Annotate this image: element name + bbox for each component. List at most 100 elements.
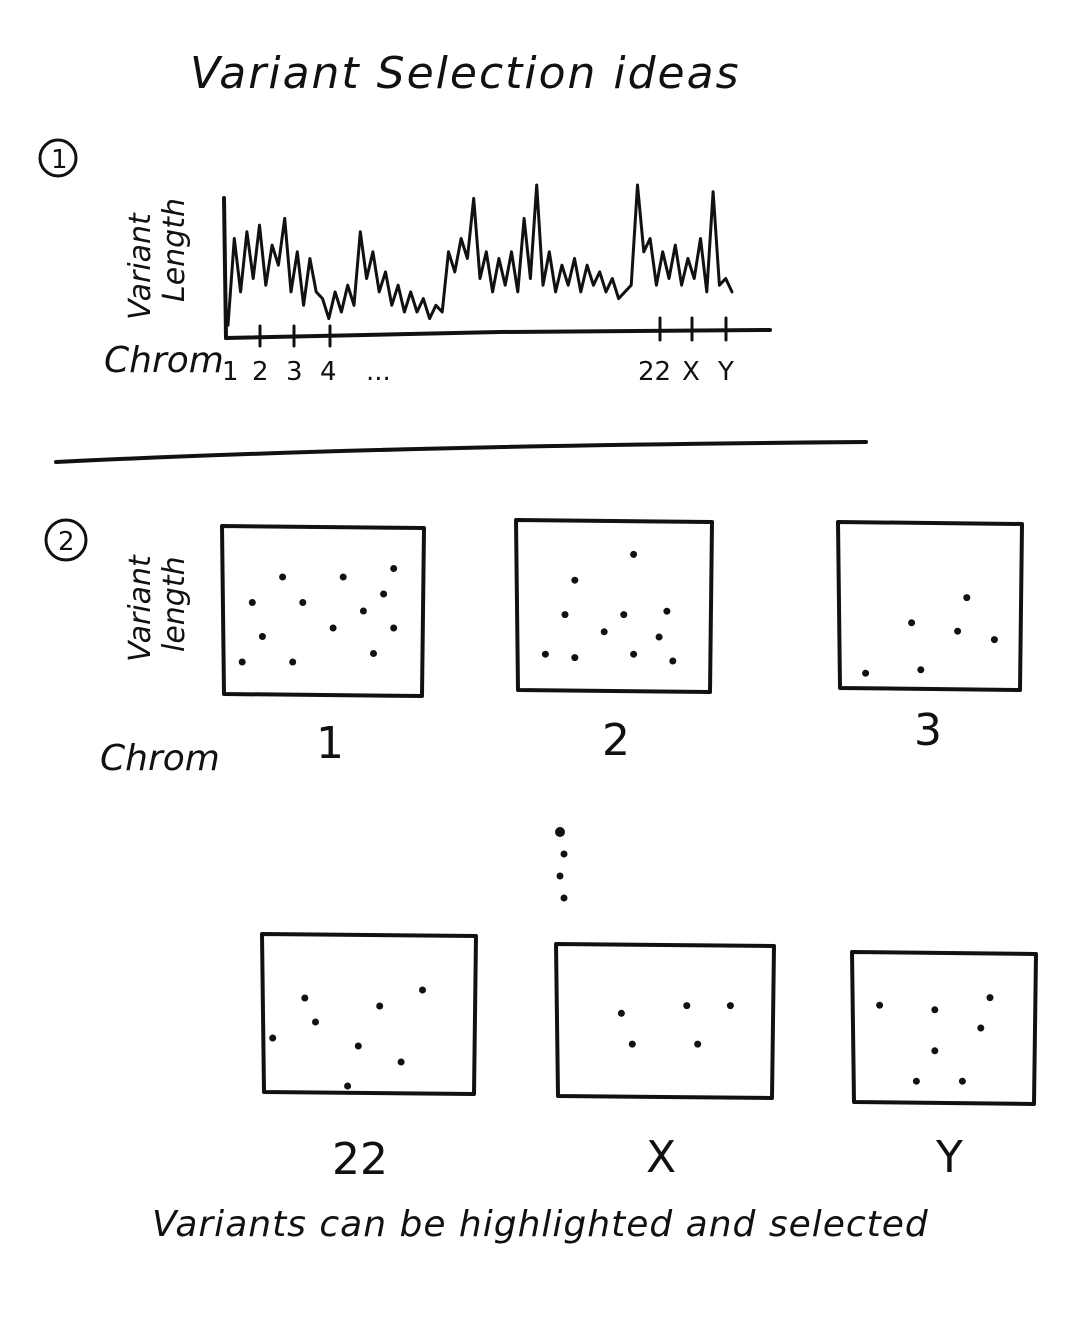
panel-frame: [554, 942, 776, 1100]
variant-point[interactable]: [258, 633, 266, 640]
variant-point[interactable]: [248, 599, 256, 606]
variant-point[interactable]: [541, 650, 549, 658]
bottom-panel-1[interactable]: 22: [260, 932, 478, 1185]
panel-label: 22: [332, 1134, 388, 1185]
section-2-y-label: Variant length: [123, 554, 192, 662]
variant-point[interactable]: [419, 986, 426, 994]
variant-point[interactable]: [390, 565, 398, 572]
variant-point[interactable]: [931, 1006, 939, 1014]
variant-point[interactable]: [683, 1002, 691, 1010]
panel-frame: [260, 932, 478, 1096]
panel-frame: [514, 518, 714, 694]
section-2-number: 2: [58, 527, 75, 557]
variant-point[interactable]: [694, 1040, 702, 1048]
variant-point[interactable]: [571, 576, 579, 584]
variant-point[interactable]: [354, 1042, 362, 1050]
variant-point[interactable]: [620, 611, 628, 619]
section-2-y-label-line1: Variant: [123, 554, 158, 662]
panel-label: X: [646, 1132, 676, 1183]
variant-point[interactable]: [359, 607, 367, 615]
section-1-y-label-line2: Length: [157, 198, 192, 302]
panel-frame: [850, 950, 1038, 1106]
variant-point[interactable]: [726, 1002, 734, 1010]
tick-label-3: 3: [286, 357, 303, 387]
section-1-x-label: Chrom: [104, 340, 224, 381]
variant-point[interactable]: [269, 1034, 277, 1042]
variant-point[interactable]: [617, 1009, 625, 1017]
vertical-ellipsis: [555, 827, 568, 902]
caption: Variants can be highlighted and selected: [152, 1204, 929, 1245]
variant-point[interactable]: [917, 666, 925, 674]
variant-point[interactable]: [344, 1082, 352, 1090]
tick-label-1: 1: [222, 357, 239, 387]
variant-point[interactable]: [990, 636, 998, 644]
variant-point[interactable]: [397, 1058, 405, 1066]
variant-point[interactable]: [238, 658, 246, 666]
bottom-panel-2[interactable]: X: [554, 942, 776, 1183]
panel-label: Y: [935, 1132, 963, 1183]
top-panel-2[interactable]: 2: [514, 518, 714, 766]
variant-point[interactable]: [630, 550, 638, 558]
variant-point[interactable]: [963, 594, 971, 602]
variant-point[interactable]: [279, 573, 287, 581]
section-1-marker: 1: [38, 138, 78, 178]
tick-label-ellipsis: ...: [366, 357, 391, 387]
variant-point[interactable]: [931, 1047, 939, 1055]
ellipsis-dot: [560, 894, 568, 902]
variant-point[interactable]: [390, 624, 398, 632]
section-1-ticks-left: [258, 316, 728, 348]
variant-point[interactable]: [986, 994, 994, 1002]
section-2-marker: 2: [44, 518, 88, 562]
top-panel-3[interactable]: 3: [836, 520, 1024, 756]
tick-label-22: 22: [638, 357, 671, 387]
bottom-panel-3[interactable]: Y: [850, 950, 1038, 1183]
variant-point[interactable]: [977, 1024, 985, 1032]
variant-point[interactable]: [669, 657, 677, 665]
tick-label-x: X: [682, 357, 700, 387]
section-1-number: 1: [51, 145, 68, 175]
variant-point[interactable]: [370, 650, 377, 657]
variant-point[interactable]: [655, 633, 663, 641]
variant-point[interactable]: [339, 573, 347, 581]
section-1-signal-line: [226, 183, 734, 327]
top-panel-1[interactable]: 1: [220, 524, 426, 769]
variant-point[interactable]: [663, 607, 671, 615]
panel-label: 3: [914, 705, 942, 756]
variant-point[interactable]: [958, 1077, 966, 1085]
variant-point[interactable]: [301, 994, 309, 1002]
tick-label-2: 2: [252, 357, 269, 387]
panel-frame: [836, 520, 1024, 692]
variant-point[interactable]: [908, 619, 916, 627]
variant-point[interactable]: [876, 1001, 884, 1009]
variant-point[interactable]: [376, 1002, 384, 1010]
variant-point[interactable]: [628, 1040, 636, 1048]
variant-point[interactable]: [329, 624, 337, 632]
chromosome-panels: 1 2 3 22 X Y: [220, 518, 1038, 1185]
panel-frame: [220, 524, 426, 698]
variant-point[interactable]: [912, 1077, 920, 1085]
panel-label: 2: [602, 715, 630, 766]
variant-point[interactable]: [630, 650, 638, 658]
section-1-chart: [222, 183, 772, 348]
tick-label-4: 4: [320, 357, 337, 387]
tick-label-y: Y: [717, 357, 734, 387]
ellipsis-dot: [556, 872, 564, 880]
variant-point[interactable]: [289, 658, 297, 666]
variant-point[interactable]: [862, 669, 870, 677]
variant-point[interactable]: [571, 654, 579, 662]
variant-point[interactable]: [380, 590, 388, 598]
ellipsis-dot: [560, 850, 568, 858]
section-1-x-axis: [224, 328, 772, 340]
page-title: Variant Selection ideas: [190, 48, 741, 99]
variant-point[interactable]: [312, 1018, 319, 1026]
section-divider: [54, 440, 868, 464]
variant-point[interactable]: [299, 599, 307, 606]
variant-point[interactable]: [600, 628, 608, 636]
section-1-y-axis: [222, 196, 228, 340]
section-2-x-label: Chrom: [100, 738, 220, 779]
ellipsis-dot: [555, 827, 565, 837]
variant-point[interactable]: [954, 627, 962, 635]
section-1-y-label: Variant Length: [123, 198, 192, 320]
variant-point[interactable]: [561, 611, 569, 619]
